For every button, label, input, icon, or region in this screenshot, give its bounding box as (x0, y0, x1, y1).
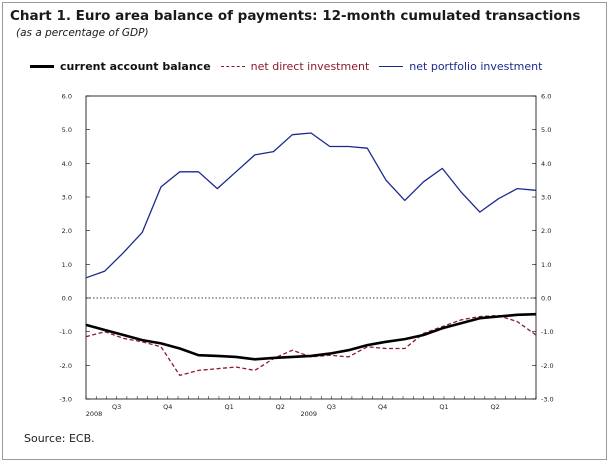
y-tick-label-left: 0.0 (62, 295, 72, 303)
legend-label-net-direct: net direct investment (250, 59, 370, 73)
y-tick-label-left: 4.0 (62, 160, 72, 168)
y-tick-label-left: 5.0 (62, 126, 72, 134)
plot-area (85, 95, 537, 400)
legend-label-net-portfolio: net portfolio investment (409, 59, 543, 73)
chart-frame (2, 2, 607, 460)
chart-title: Chart 1. Euro area balance of payments: … (10, 8, 581, 24)
x-quarter-label: Q4 (378, 403, 387, 411)
y-tick-label-left: 2.0 (62, 227, 72, 235)
series-line-current-account (85, 312, 537, 361)
chart-legend: current account balance net direct inves… (30, 58, 552, 74)
chart-subtitle: (as a percentage of GDP) (16, 27, 149, 39)
y-tick-label-left: 1.0 (62, 261, 72, 269)
series-line-net-direct (85, 314, 537, 377)
y-tick-label-left: 3.0 (62, 194, 72, 202)
y-tick-label-left: 6.0 (62, 93, 72, 101)
series-line-net-portfolio (85, 132, 537, 279)
y-tick-label-left: -3.0 (59, 396, 72, 404)
y-tick-label-right: 0.0 (541, 295, 551, 303)
y-tick-label-left: -2.0 (59, 362, 72, 370)
y-tick-label-right: 4.0 (541, 160, 551, 168)
y-tick-label-right: 6.0 (541, 93, 551, 101)
legend-label-current-account: current account balance (60, 59, 211, 73)
x-year-label: 2008 (86, 410, 103, 418)
y-tick-label-left: -1.0 (59, 328, 72, 336)
x-quarter-label: Q1 (439, 403, 448, 411)
source-note: Source: ECB. (24, 432, 95, 445)
legend-swatch-net-portfolio (379, 65, 404, 67)
y-tick-label-right: -1.0 (541, 328, 554, 336)
legend-item-net-direct: net direct investment (220, 59, 370, 73)
x-quarter-label: Q2 (276, 403, 285, 411)
y-tick-label-right: 5.0 (541, 126, 551, 134)
x-quarter-label: Q3 (327, 403, 336, 411)
y-tick-label-right: -2.0 (541, 362, 554, 370)
legend-swatch-current-account (30, 64, 54, 68)
y-tick-label-right: 3.0 (541, 194, 551, 202)
x-quarter-label: Q1 (225, 403, 234, 411)
x-quarter-label: Q2 (490, 403, 499, 411)
x-year-label: 2009 (300, 410, 317, 418)
x-quarter-label: Q4 (163, 403, 172, 411)
x-quarter-label: Q3 (112, 403, 121, 411)
legend-item-current-account: current account balance (30, 60, 211, 73)
legend-item-net-portfolio: net portfolio investment (379, 60, 542, 73)
legend-swatch-net-direct (220, 65, 245, 67)
y-tick-label-right: -3.0 (541, 396, 554, 404)
y-tick-label-right: 2.0 (541, 227, 551, 235)
y-tick-label-right: 1.0 (541, 261, 551, 269)
